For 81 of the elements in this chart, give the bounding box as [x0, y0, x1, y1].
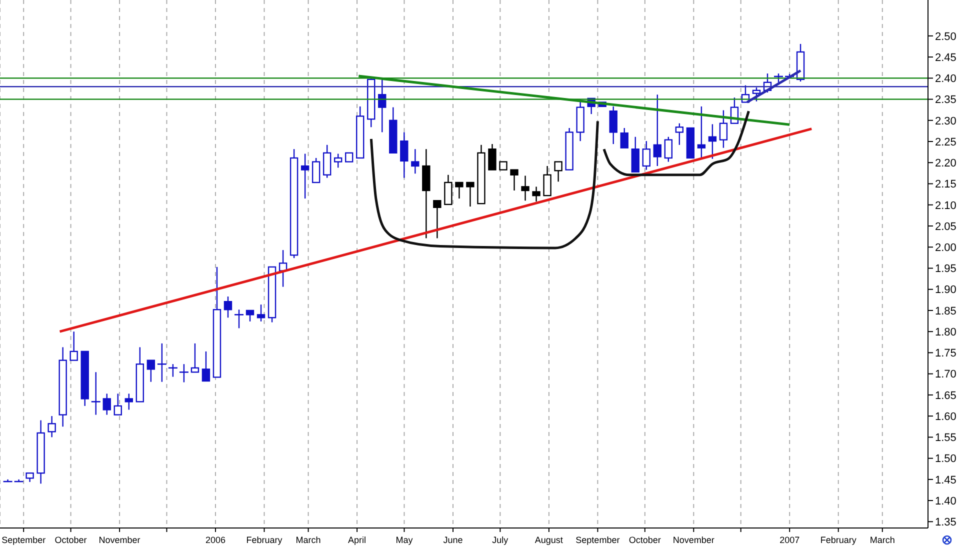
- x-tick-label: March: [870, 535, 895, 545]
- y-tick-label: 1.75: [935, 348, 956, 360]
- x-tick-label: April: [348, 535, 366, 545]
- x-tick-label: 2007: [780, 535, 800, 545]
- y-tick-label: 1.35: [935, 516, 956, 529]
- x-tick-label: June: [443, 535, 463, 545]
- x-tick-label: September: [2, 535, 46, 545]
- candlestick: [521, 175, 530, 202]
- y-tick-label: 2.25: [935, 136, 956, 148]
- candlestick: [190, 342, 200, 373]
- y-tick-label: 1.65: [935, 390, 956, 402]
- candlestick: [455, 182, 464, 200]
- candlestick: [664, 136, 672, 162]
- line-series: [370, 120, 599, 250]
- y-tick-label: 2.50: [935, 30, 956, 43]
- y-tick-label: 1.45: [935, 474, 956, 486]
- x-tick-label: November: [98, 535, 140, 545]
- x-tick-label: October: [54, 535, 87, 545]
- y-tick-label: 2.30: [935, 115, 956, 128]
- y-tick-label: 1.50: [935, 453, 956, 466]
- candlestick: [653, 94, 662, 167]
- candlestick: [620, 127, 628, 148]
- candlestick: [146, 360, 156, 382]
- y-tick-label: 2.35: [935, 94, 956, 106]
- candlestick: [411, 148, 420, 174]
- candlestick: [322, 144, 332, 178]
- x-tick-label: July: [492, 535, 509, 545]
- candlestick: [224, 296, 232, 318]
- candlestick: [719, 110, 728, 148]
- y-tick-label: 1.80: [935, 326, 956, 338]
- y-tick-label: 2.15: [935, 178, 956, 191]
- candlestick: [554, 161, 562, 182]
- x-tick-label: October: [628, 535, 661, 545]
- line-series: [602, 110, 750, 176]
- candlestick: [532, 186, 540, 202]
- x-tick-label: November: [672, 535, 714, 545]
- candlestick: [114, 393, 122, 416]
- candlestick: [642, 140, 650, 170]
- y-tick-label: 2.20: [935, 158, 956, 170]
- candlestick: [70, 330, 78, 361]
- y-tick-label: 2.00: [935, 242, 956, 254]
- candlestick: [675, 122, 684, 146]
- candlestick: [444, 174, 452, 206]
- y-tick-label: 1.95: [935, 263, 956, 276]
- candlestick: [433, 200, 442, 239]
- candlestick: [334, 153, 342, 168]
- y-tick-label: 2.05: [935, 220, 956, 233]
- y-tick-label: 1.60: [935, 410, 956, 423]
- candlestick: [246, 310, 254, 322]
- x-tick-label: 2006: [205, 535, 226, 545]
- candlestick: [488, 143, 496, 170]
- x-tick-label: February: [820, 535, 857, 545]
- y-tick-label: 1.90: [935, 284, 956, 296]
- candlestick: [543, 165, 552, 196]
- y-tick-label: 2.40: [935, 73, 956, 86]
- candlestick: [124, 393, 133, 410]
- candlestick: [300, 153, 310, 200]
- candlestick: [609, 106, 618, 145]
- candlestick: [466, 182, 474, 208]
- candlestick: [510, 169, 518, 192]
- candlestick: [256, 304, 266, 322]
- candlestick: [708, 124, 717, 160]
- candlestick: [400, 132, 408, 178]
- y-tick-label: 2.10: [935, 200, 956, 212]
- candlestick: [312, 157, 320, 184]
- candlestick: [752, 86, 761, 102]
- x-tick-label: February: [246, 535, 283, 545]
- candlestick: [48, 415, 56, 438]
- x-tick-label: September: [576, 535, 620, 545]
- candlestick: [202, 350, 210, 382]
- candlestick: [102, 393, 111, 416]
- y-tick-label: 2.45: [935, 52, 956, 64]
- x-tick-label: March: [296, 535, 321, 545]
- y-tick-label: 1.40: [935, 495, 956, 508]
- y-tick-label: 1.85: [935, 305, 956, 318]
- candlestick: [697, 106, 706, 159]
- x-tick-label: August: [534, 535, 564, 545]
- y-tick-label: 1.55: [935, 432, 956, 444]
- candlestick: [631, 136, 640, 173]
- y-tick-label: 1.70: [935, 368, 956, 381]
- x-tick-label: May: [396, 535, 414, 545]
